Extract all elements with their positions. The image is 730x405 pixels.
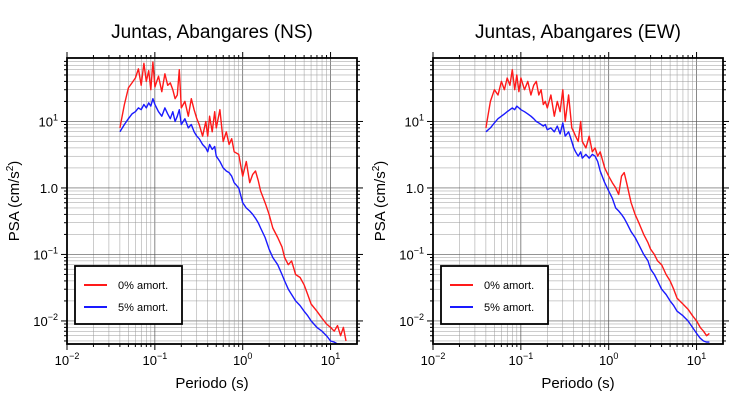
series-line	[119, 97, 344, 344]
x-tick-label: 10−2	[421, 351, 446, 368]
x-tick-label-exponent: −2	[69, 351, 79, 361]
legend-label: 0% amort.	[118, 280, 168, 292]
y-tick-label: 1.0	[406, 181, 424, 196]
chart-title: Juntas, Abangares (NS)	[111, 22, 313, 43]
series-line	[485, 68, 710, 337]
x-tick-label-exponent: −1	[523, 351, 533, 361]
y-tick-label: 10−2	[399, 312, 424, 329]
x-tick-label: 10−1	[508, 351, 533, 368]
x-axis-label: Periodo (s)	[541, 375, 614, 392]
x-tick-label: 101	[687, 351, 706, 368]
x-tick-label: 101	[321, 351, 340, 368]
x-tick-label: 100	[233, 351, 252, 368]
x-axis-label: Periodo (s)	[175, 375, 248, 392]
series-line	[119, 61, 347, 342]
y-axis-label: PSA (cm/s2)	[371, 161, 389, 242]
ticks	[427, 52, 729, 350]
y-tick-label-exponent: −1	[414, 245, 424, 255]
x-tick-label-exponent: −2	[435, 351, 445, 361]
y-tick-label: 101	[405, 112, 424, 129]
legend-box	[74, 265, 183, 325]
plot-frame	[432, 57, 724, 345]
x-tick-label-exponent: 0	[613, 351, 618, 361]
y-tick-label: 10−1	[399, 245, 424, 262]
y-tick-label-exponent: −2	[414, 312, 424, 322]
x-tick-label: 10−1	[142, 351, 167, 368]
y-tick-label: 10−2	[33, 312, 58, 329]
chart-title: Juntas, Abangares (EW)	[475, 22, 681, 43]
legend-label: 5% amort.	[484, 302, 534, 314]
y-tick-label-exponent: 1	[419, 112, 424, 122]
x-tick-label: 10−2	[55, 351, 80, 368]
x-tick-label-exponent: 1	[335, 351, 340, 361]
legend-label: 5% amort.	[118, 302, 168, 314]
ticks	[61, 52, 363, 350]
legend: 0% amort. 5% amort.	[74, 265, 183, 325]
x-tick-label-exponent: −1	[157, 351, 167, 361]
y-tick-label-exponent: −2	[48, 312, 58, 322]
x-tick-label: 100	[599, 351, 618, 368]
y-tick-label: 1.0	[40, 181, 58, 196]
y-tick-label-exponent: −1	[48, 245, 58, 255]
y-tick-label-exponent: 1	[53, 112, 58, 122]
legend: 0% amort. 5% amort.	[440, 265, 549, 325]
x-tick-label-exponent: 0	[247, 351, 252, 361]
legend-box	[440, 265, 549, 325]
y-tick-label: 10−1	[33, 245, 58, 262]
x-tick-label-exponent: 1	[701, 351, 706, 361]
series-line	[485, 105, 710, 343]
legend-label: 0% amort.	[484, 280, 534, 292]
plot-frame	[66, 57, 358, 345]
y-tick-label: 101	[39, 112, 58, 129]
y-axis-label: PSA (cm/s2)	[5, 161, 23, 242]
